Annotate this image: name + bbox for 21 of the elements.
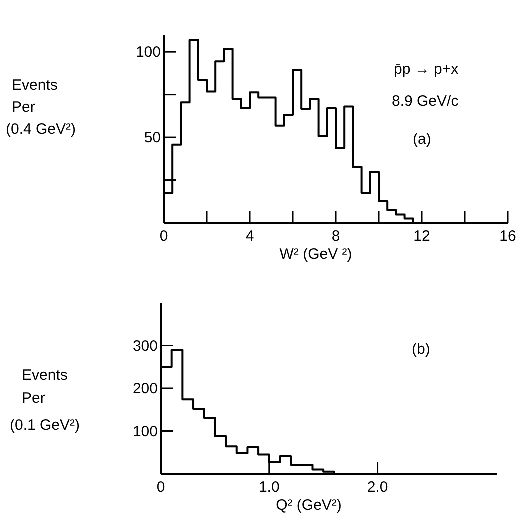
x-tick-label: 0	[156, 479, 166, 496]
y-tick-label: 200	[132, 380, 158, 398]
x-tick-label: 0	[160, 228, 168, 245]
x-tick-label: 1.0	[258, 479, 280, 496]
x-axis-title: Q² (GeV²)	[276, 497, 342, 514]
y-tick-label: 100	[136, 44, 161, 62]
y-tick-label: 300	[132, 338, 158, 355]
x-axis-title: W² (GeV ²)	[280, 246, 352, 263]
y-axis-title: Events Per (0.1 GeV²)	[10, 367, 80, 434]
y-tick-label: 100	[132, 423, 158, 440]
x-tick-label: 12	[414, 228, 430, 245]
annotation: 8.9 GeV/c	[392, 93, 460, 110]
x-tick-label: 4	[246, 228, 254, 245]
annotation: (b)	[412, 341, 430, 358]
y-tick-label: 50	[144, 130, 161, 147]
x-tick-label: 8	[332, 228, 340, 245]
x-tick-label: 2.0	[367, 479, 388, 496]
annotation: (a)	[413, 131, 432, 148]
annotation: p̄p → p+x	[394, 61, 460, 78]
x-tick-label: 16	[500, 228, 516, 245]
y-axis-title: Events Per (0.4 GeV²)	[6, 77, 76, 138]
